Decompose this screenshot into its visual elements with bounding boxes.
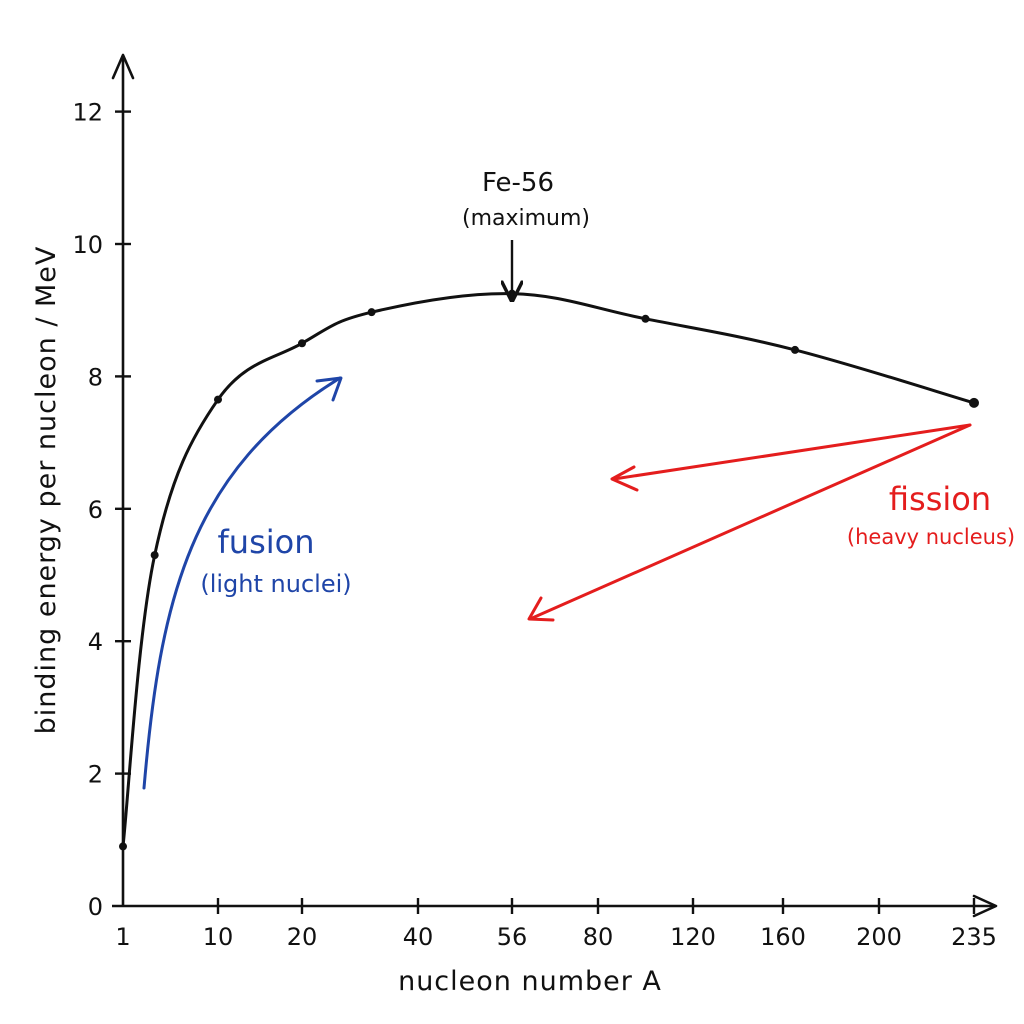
y-axis-title: binding energy per nucleon / MeV — [31, 246, 62, 735]
x-tick-label: 160 — [760, 923, 806, 951]
data-point — [119, 842, 127, 851]
fission-arrow-upper — [612, 423, 972, 481]
x-tick-label: 235 — [951, 923, 997, 951]
y-tick-label: 12 — [72, 99, 103, 127]
x-tick-label: 40 — [403, 923, 434, 951]
x-axis-ticks: 1 10 20 40 56 80 120 160 200 235 — [115, 898, 997, 951]
x-tick-label: 120 — [670, 923, 716, 951]
data-point — [150, 551, 159, 560]
data-point — [367, 308, 376, 317]
data-point — [969, 397, 979, 408]
data-point — [791, 345, 799, 354]
x-tick-label: 56 — [497, 923, 528, 951]
x-tick-label: 10 — [203, 923, 234, 951]
fusion-arrow — [142, 376, 342, 790]
fission-sublabel: (heavy nucleus) — [847, 525, 1015, 549]
peak-sublabel: (maximum) — [462, 206, 590, 231]
y-tick-label: 2 — [88, 761, 103, 789]
x-axis-arrowhead — [972, 894, 998, 918]
y-tick-label: 0 — [88, 893, 103, 921]
fusion-arrowhead — [315, 376, 343, 402]
y-tick-label: 10 — [72, 231, 103, 259]
fission-label: fission — [889, 480, 991, 518]
y-tick-label: 8 — [88, 363, 103, 391]
y-axis-arrowhead — [111, 53, 135, 80]
fission-arrow-lower — [528, 423, 972, 621]
data-point — [298, 339, 306, 348]
fission-arrowhead-upper — [610, 465, 639, 492]
fusion-label: fusion — [218, 523, 315, 561]
y-tick-label: 6 — [88, 496, 103, 524]
data-point — [214, 395, 222, 404]
data-point — [641, 314, 650, 323]
y-tick-label: 4 — [88, 628, 103, 656]
x-tick-label: 1 — [115, 923, 130, 951]
peak-label: Fe-56 — [482, 168, 554, 198]
x-tick-label: 200 — [856, 923, 902, 951]
x-tick-label: 80 — [583, 923, 614, 951]
fission-arrowhead-lower — [527, 596, 555, 622]
fusion-sublabel: (light nuclei) — [200, 570, 351, 598]
x-axis-title: nucleon number A — [398, 966, 662, 997]
y-axis-ticks: 0 2 4 6 8 10 12 — [72, 99, 131, 921]
x-tick-label: 20 — [287, 923, 318, 951]
